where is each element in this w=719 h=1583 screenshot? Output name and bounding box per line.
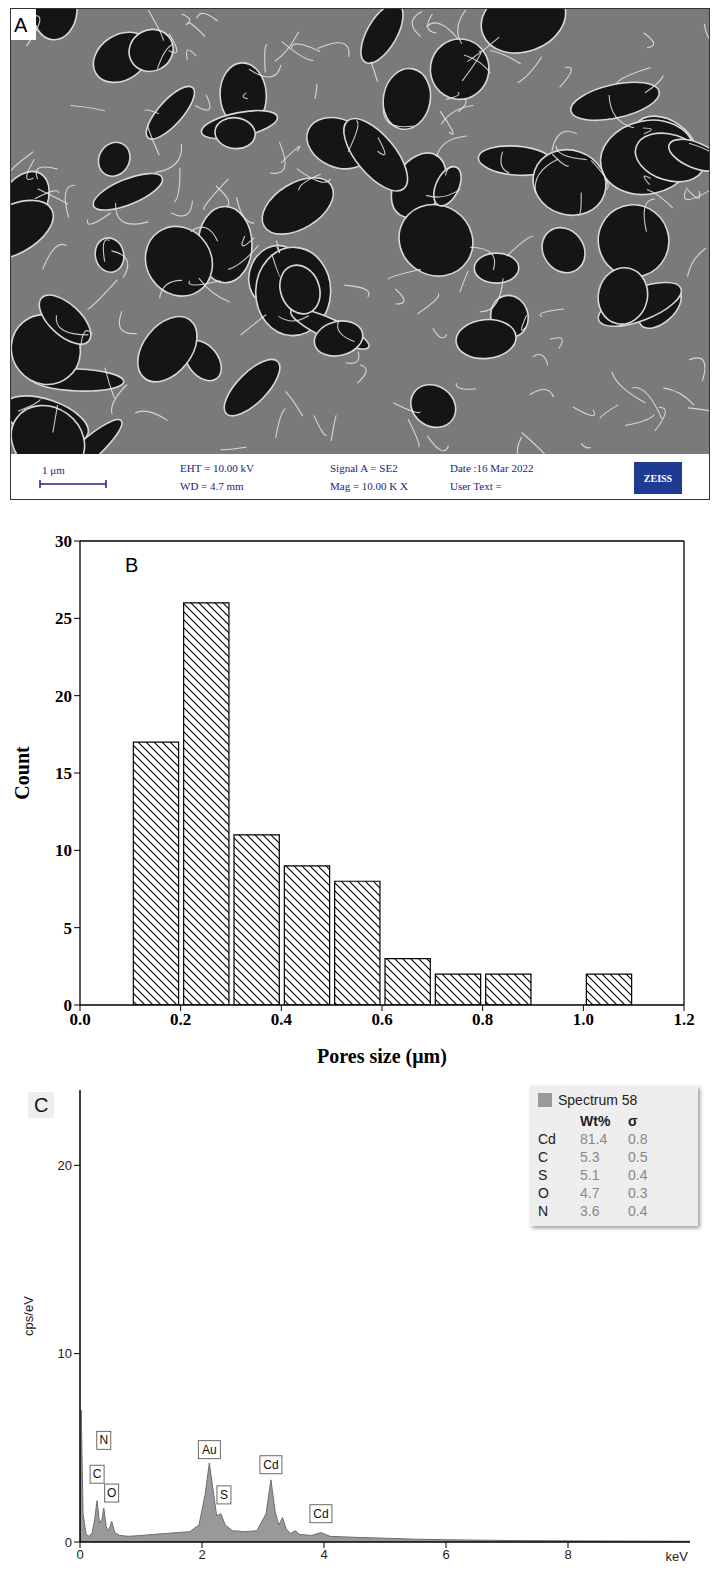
svg-text:0: 0 [65, 1535, 72, 1550]
svg-text:Pores size (μm): Pores size (μm) [317, 1045, 447, 1068]
svg-text:20: 20 [55, 687, 72, 706]
svg-text:cps/eV: cps/eV [21, 1296, 36, 1336]
svg-text:2: 2 [198, 1547, 205, 1562]
html-text:Spectrum 58: Spectrum 58 [558, 1092, 638, 1108]
svg-text:0.6: 0.6 [371, 1010, 392, 1029]
svg-text:5: 5 [64, 919, 73, 938]
svg-text:Cd: Cd [313, 1507, 328, 1521]
svg-text:15: 15 [55, 764, 72, 783]
svg-text:A: A [14, 14, 28, 36]
svg-text:N: N [99, 1433, 108, 1447]
html-text:0.4: 0.4 [628, 1203, 648, 1219]
svg-text:4: 4 [320, 1547, 327, 1562]
html-text:B: B [125, 554, 139, 576]
html-text:0.3: 0.3 [628, 1185, 648, 1201]
html-text:Wt%: Wt% [580, 1113, 611, 1129]
svg-text:0.8: 0.8 [472, 1010, 493, 1029]
svg-text:keV: keV [666, 1549, 689, 1564]
svg-text:Au: Au [202, 1443, 217, 1457]
svg-text:Signal A = SE2: Signal A = SE2 [330, 462, 398, 474]
svg-text:1.2: 1.2 [673, 1010, 694, 1029]
html-text:C: C [538, 1149, 549, 1165]
html-text:C: C [34, 1094, 49, 1116]
svg-text:Cd: Cd [263, 1458, 278, 1472]
svg-text:0: 0 [64, 996, 73, 1015]
svg-text:30: 30 [55, 532, 72, 551]
html-text:0.4: 0.4 [628, 1167, 648, 1183]
svg-text:0: 0 [76, 1547, 83, 1562]
html-text:5.1: 5.1 [580, 1167, 600, 1183]
html-text:81.4: 81.4 [580, 1131, 608, 1147]
svg-text:ZEISS: ZEISS [644, 473, 673, 484]
svg-text:S: S [220, 1488, 228, 1502]
svg-text:EHT = 10.00 kV: EHT = 10.00 kV [180, 462, 254, 474]
svg-text:0.2: 0.2 [170, 1010, 191, 1029]
svg-text:6: 6 [442, 1547, 449, 1562]
html-text:O: O [538, 1185, 549, 1201]
svg-text:0.4: 0.4 [271, 1010, 293, 1029]
svg-text:8: 8 [564, 1547, 571, 1562]
svg-text:Count: Count [11, 746, 33, 800]
svg-text:10: 10 [55, 841, 72, 860]
svg-text:0.0: 0.0 [69, 1010, 90, 1029]
svg-text:User Text =: User Text = [450, 480, 502, 492]
html-text:N: N [538, 1203, 549, 1219]
html-text:σ: σ [628, 1113, 638, 1129]
svg-text:WD = 4.7 mm: WD = 4.7 mm [180, 480, 244, 492]
html-text:3.6: 3.6 [580, 1203, 600, 1219]
svg-text:1 μm: 1 μm [42, 464, 65, 476]
svg-text:O: O [107, 1486, 116, 1500]
svg-text:10: 10 [58, 1346, 72, 1361]
svg-text:25: 25 [55, 609, 72, 628]
svg-text:Date :16 Mar 2022: Date :16 Mar 2022 [450, 462, 533, 474]
html-text:5.3: 5.3 [580, 1149, 600, 1165]
svg-text:20: 20 [58, 1158, 72, 1173]
html-text:S: S [538, 1167, 548, 1183]
html-text:Cd: Cd [538, 1131, 556, 1147]
html-text:4.7: 4.7 [580, 1185, 600, 1201]
html-text:0.5: 0.5 [628, 1149, 648, 1165]
svg-text:Mag = 10.00 K X: Mag = 10.00 K X [330, 480, 408, 492]
svg-text:C: C [93, 1467, 102, 1481]
html-text:0.8: 0.8 [628, 1131, 648, 1147]
svg-text:1.0: 1.0 [573, 1010, 594, 1029]
